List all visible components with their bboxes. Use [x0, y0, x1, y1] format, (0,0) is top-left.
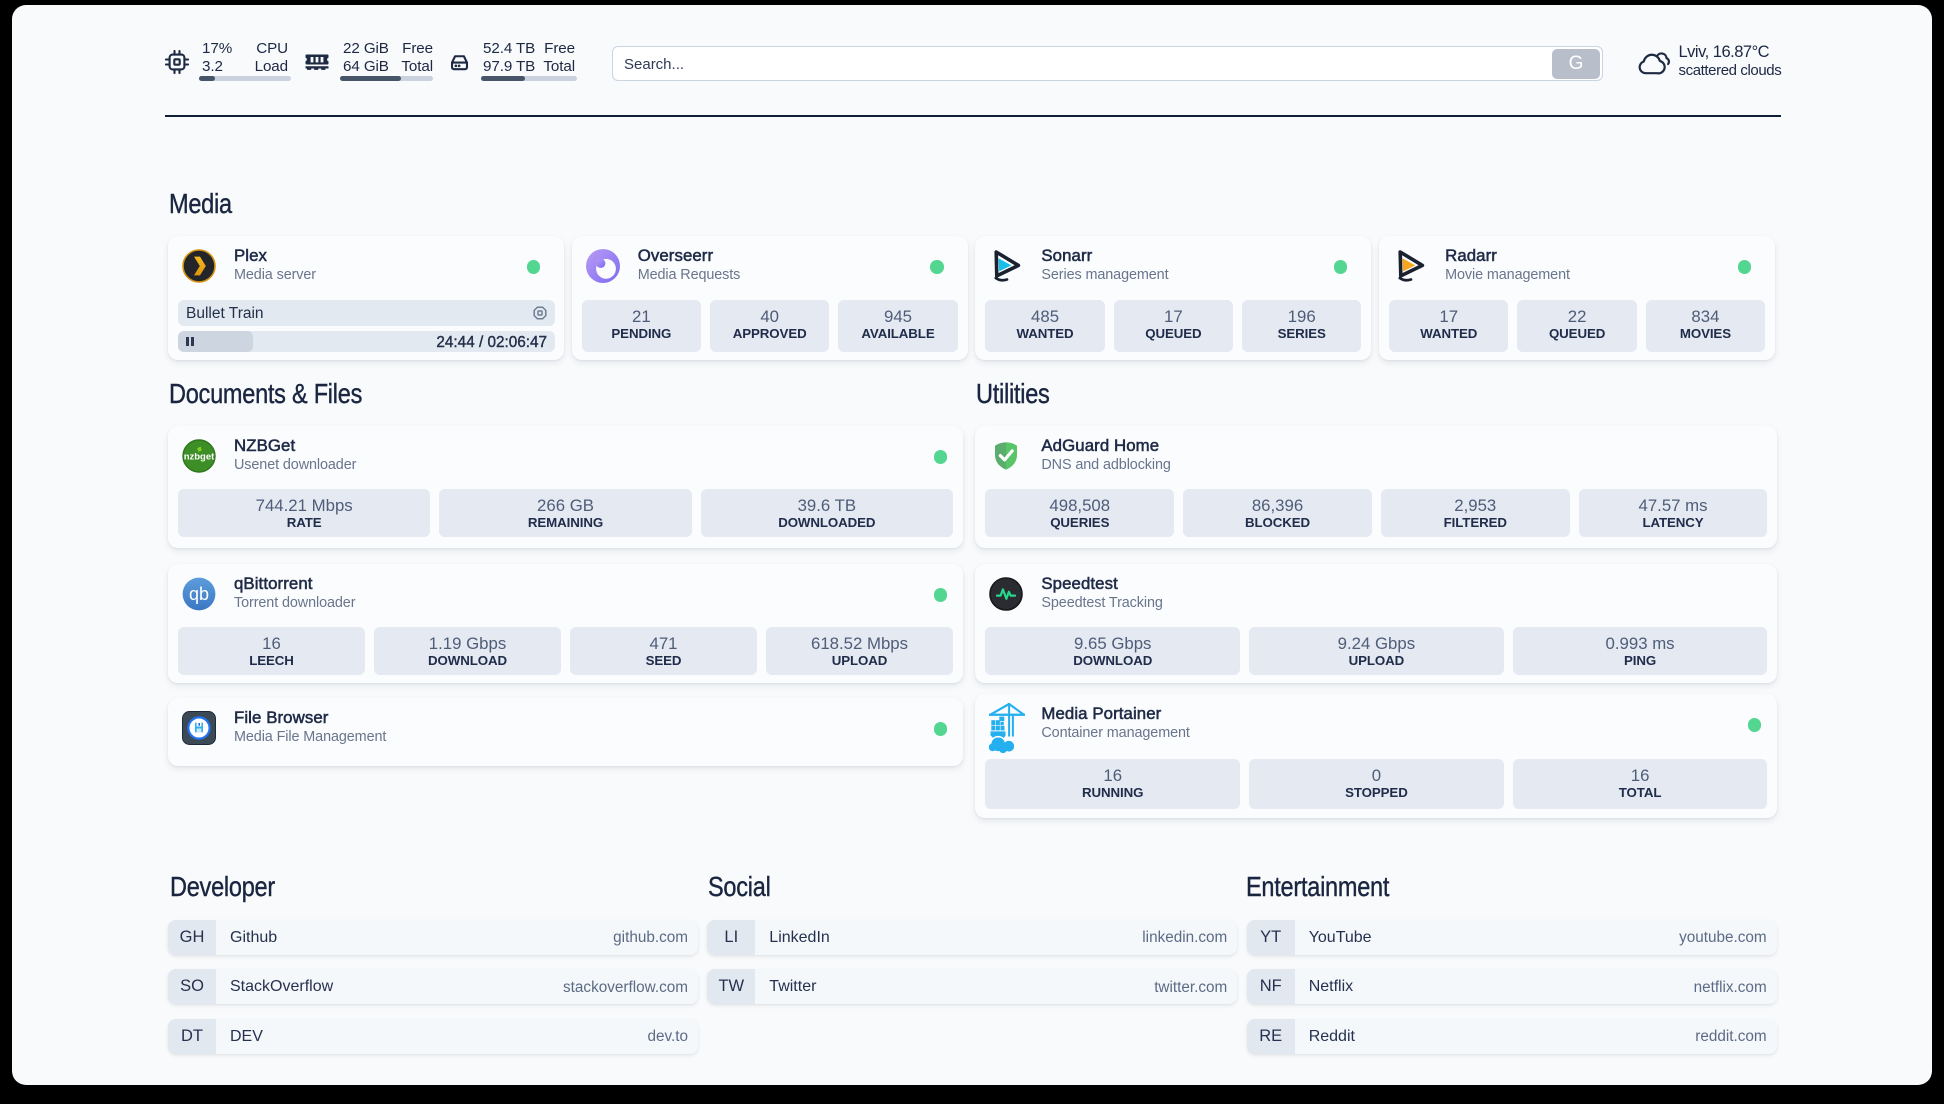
svg-text:nzbget: nzbget: [184, 452, 215, 463]
svg-text:qb: qb: [189, 584, 209, 604]
